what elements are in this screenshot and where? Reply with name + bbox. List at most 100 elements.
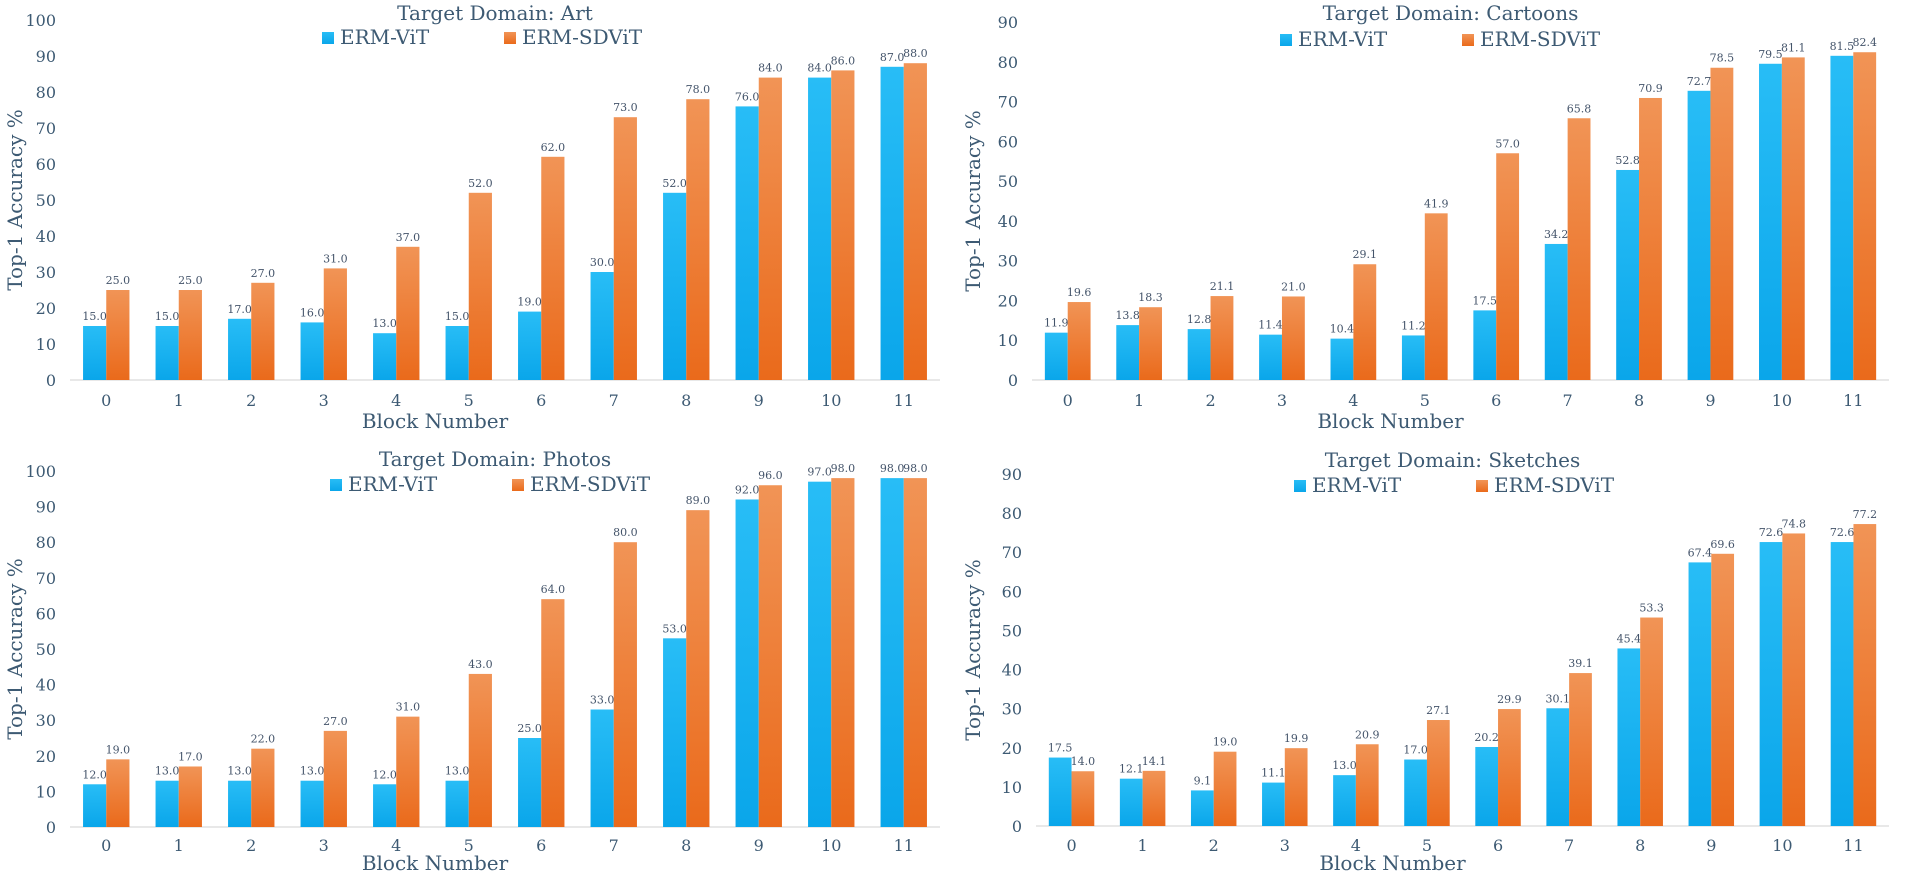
chart-1-xtick-2: 2 [1205,391,1215,410]
chart-1-xtick-10: 10 [1772,391,1792,410]
chart-3-data-label-0-10: 72.6 [1759,526,1784,539]
chart-3-bar-1-10 [1782,533,1806,826]
chart-2-ytick-1: 10 [36,782,56,801]
chart-0-data-label-0-11: 87.0 [880,51,905,64]
chart-1-data-label-0-10: 79.5 [1758,48,1783,61]
chart-3-data-label-1-1: 14.1 [1142,755,1167,768]
chart-2-bar-0-11 [880,478,904,827]
chart-2-data-label-0-7: 33.0 [590,694,615,707]
chart-1-legend-label-0: ERM-ViT [1298,27,1388,51]
chart-1-data-label-0-0: 11.9 [1044,317,1069,330]
chart-2-data-label-0-10: 97.0 [807,466,832,479]
chart-2-bar-1-6 [541,599,565,827]
chart-1-xtick-5: 5 [1420,391,1430,410]
chart-2-ytick-3: 30 [36,711,56,730]
chart-0-bar-0-3 [300,322,324,380]
chart-1-bar-0-3 [1259,334,1282,380]
chart-2-data-label-1-5: 43.0 [468,658,493,671]
chart-2-ytick-10: 100 [25,462,56,481]
chart-0-data-label-1-8: 78.0 [686,83,711,96]
chart-3-data-label-0-8: 45.4 [1617,632,1642,645]
chart-sketches: Target Domain: Sketches ERM-ViT ERM-SDViT 0… [958,440,1909,873]
chart-1-bar-0-5 [1401,335,1425,380]
chart-0-data-label-1-10: 86.0 [831,54,856,67]
chart-3-data-label-1-2: 19.0 [1213,736,1238,749]
chart-3-ytick-7: 70 [1002,543,1022,562]
chart-0-xtick-5: 5 [464,391,474,410]
chart-1-ytick-6: 60 [998,132,1018,151]
chart-3-bar-1-3 [1284,748,1308,826]
chart-0-xtick-1: 1 [174,391,184,410]
chart-2-data-label-1-3: 27.0 [323,715,348,728]
chart-2-data-label-1-8: 89.0 [686,494,711,507]
chart-3-xtick-5: 5 [1422,836,1432,855]
chart-0-x-axis-title: Block Number [362,409,509,433]
chart-1-bar-0-4 [1330,338,1354,380]
chart-1-data-label-0-8: 52.8 [1615,154,1640,167]
chart-3-data-label-0-0: 17.5 [1048,742,1073,755]
chart-0-data-label-1-4: 37.0 [396,231,421,244]
chart-0-y-axis-title: Top-1 Accuracy % [3,109,27,291]
chart-0-ytick-7: 70 [36,119,56,138]
chart-0-bar-1-11 [903,63,927,380]
chart-1-ytick-9: 90 [998,13,1018,32]
chart-0-bar-1-9 [758,77,782,380]
chart-3-ytick-1: 10 [1002,778,1022,797]
chart-1-x-axis-title: Block Number [1317,409,1464,433]
chart-2-xtick-2: 2 [246,836,256,855]
chart-0-ytick-5: 50 [36,191,56,210]
chart-2-xtick-4: 4 [391,836,401,855]
chart-1-bar-0-2 [1187,329,1211,380]
chart-1-bar-1-8 [1639,97,1662,380]
chart-0-title: Target Domain: Art [397,1,593,25]
chart-3-data-label-0-7: 30.1 [1546,692,1571,705]
chart-2-ytick-4: 40 [36,676,56,695]
chart-0-legend-swatch-1 [504,32,516,44]
chart-1-bar-1-7 [1567,118,1591,381]
chart-0-xtick-7: 7 [609,391,619,410]
chart-1-xtick-8: 8 [1634,391,1644,410]
chart-2-bar-0-4 [373,784,397,827]
chart-1-title: Target Domain: Cartoons [1323,1,1579,25]
chart-2-legend-swatch-1 [512,479,524,491]
chart-3-xtick-0: 0 [1066,836,1076,855]
chart-3-data-label-1-10: 74.8 [1781,517,1806,530]
chart-3-bar-1-7 [1569,673,1592,826]
chart-2-data-label-1-1: 17.0 [178,750,203,763]
chart-1-bar-1-2 [1210,296,1234,380]
chart-1-xtick-11: 11 [1843,391,1863,410]
chart-1-bar-1-9 [1710,67,1734,380]
chart-0-bar-0-8 [663,192,687,380]
chart-0-ytick-10: 100 [25,11,56,30]
chart-2-bar-0-9 [735,499,759,827]
chart-2-bar-1-5 [468,673,492,827]
chart-2-data-label-0-6: 25.0 [517,722,542,735]
chart-1-data-label-1-1: 18.3 [1138,291,1163,304]
chart-2-title: Target Domain: Photos [379,447,611,471]
chart-0-ytick-4: 40 [36,227,56,246]
chart-0-data-label-0-6: 19.0 [517,296,542,309]
chart-1-data-label-1-0: 19.6 [1067,286,1092,299]
chart-0-data-label-0-4: 13.0 [372,317,397,330]
chart-0-xtick-10: 10 [821,391,841,410]
chart-1-ytick-3: 30 [998,252,1018,271]
chart-1-ytick-8: 80 [998,53,1018,72]
chart-3-data-label-0-11: 72.6 [1830,526,1855,539]
chart-0-ytick-6: 60 [36,155,56,174]
chart-2-bar-1-3 [323,730,347,827]
chart-0-bar-1-6 [541,156,565,380]
chart-2-data-label-1-10: 98.0 [831,462,856,475]
chart-2-bar-0-1 [155,780,179,827]
chart-2-bar-0-7 [590,709,614,827]
chart-0-data-label-1-5: 52.0 [468,177,493,190]
chart-1-bar-1-6 [1496,153,1520,380]
chart-3-xtick-9: 9 [1706,836,1716,855]
chart-3-data-label-1-3: 19.9 [1284,732,1309,745]
chart-1-bar-1-4 [1353,264,1377,380]
chart-0-bar-0-6 [518,311,542,380]
chart-0-xtick-8: 8 [681,391,691,410]
chart-3-bar-0-9 [1688,562,1712,826]
chart-3-ytick-5: 50 [1002,621,1022,640]
chart-3-bar-0-7 [1546,708,1570,826]
